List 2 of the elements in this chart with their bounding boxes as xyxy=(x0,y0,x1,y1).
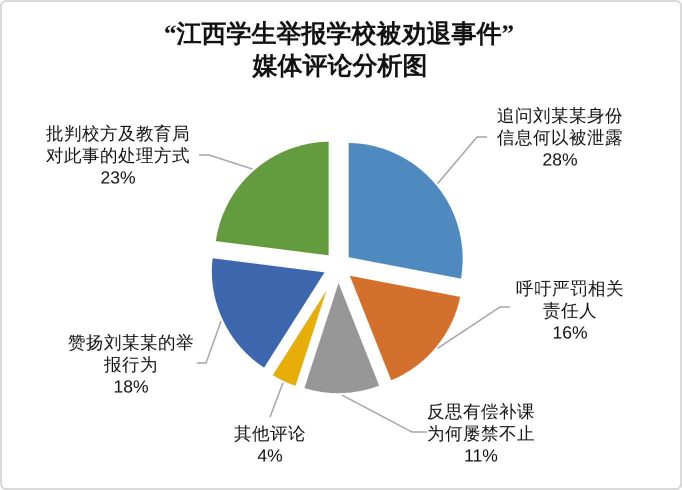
title: “江西学生举报学校被劝退事件” xyxy=(164,21,514,48)
subtitle: 媒体评论分析图 xyxy=(252,53,428,80)
